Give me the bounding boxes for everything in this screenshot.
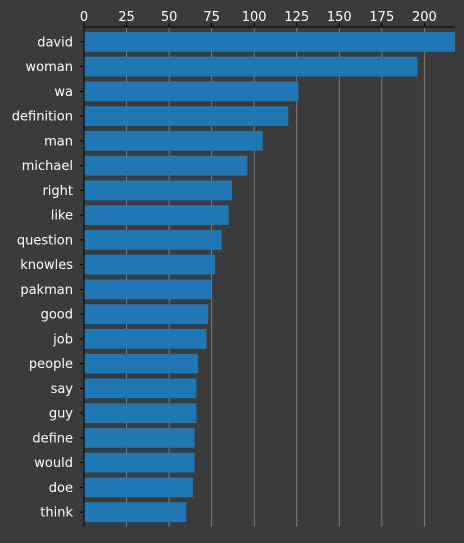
x-tick-label: 150: [327, 10, 352, 25]
bar: [84, 304, 209, 325]
y-tick-label: job: [52, 332, 73, 347]
y-tick-label: michael: [22, 159, 73, 174]
y-tick-label: say: [51, 382, 74, 397]
x-tick-label: 200: [412, 10, 437, 25]
bar: [84, 130, 263, 151]
x-tick-label: 50: [161, 10, 178, 25]
x-tick-label: 175: [369, 10, 394, 25]
bar: [84, 81, 299, 102]
bar: [84, 353, 199, 374]
y-tick-label: guy: [49, 407, 73, 422]
x-tick-label: 75: [203, 10, 220, 25]
y-tick-label: think: [40, 506, 73, 521]
bar: [84, 279, 212, 300]
bar: [84, 502, 187, 523]
y-tick-label: would: [34, 456, 73, 471]
bar: [84, 31, 455, 52]
bar: [84, 378, 197, 399]
y-tick-label: people: [29, 357, 73, 372]
bar: [84, 205, 229, 226]
bar: [84, 229, 222, 250]
y-tick-label: good: [41, 308, 73, 323]
x-tick-label: 125: [284, 10, 309, 25]
bar: [84, 403, 197, 424]
y-tick-label: doe: [49, 481, 73, 496]
y-tick-label: definition: [12, 110, 73, 125]
bar: [84, 328, 207, 349]
y-tick-label: man: [44, 134, 73, 149]
bar: [84, 106, 289, 127]
bar: [84, 56, 418, 77]
x-tick-label: 100: [242, 10, 267, 25]
bar: [84, 155, 248, 176]
bar: [84, 254, 216, 275]
x-tick-label: 25: [118, 10, 135, 25]
y-tick-label: david: [37, 35, 73, 50]
bar: [84, 477, 193, 498]
bar: [84, 427, 195, 448]
y-tick-label: woman: [26, 60, 73, 75]
y-tick-label: wa: [54, 85, 73, 100]
y-tick-label: right: [42, 184, 73, 199]
y-tick-label: define: [32, 431, 73, 446]
x-tick-label: 0: [80, 10, 88, 25]
y-tick-label: knowles: [20, 258, 73, 273]
y-tick-label: like: [51, 209, 73, 224]
bar: [84, 180, 233, 201]
y-tick-label: pakman: [20, 283, 73, 298]
y-tick-label: question: [17, 233, 73, 248]
bar: [84, 452, 195, 473]
